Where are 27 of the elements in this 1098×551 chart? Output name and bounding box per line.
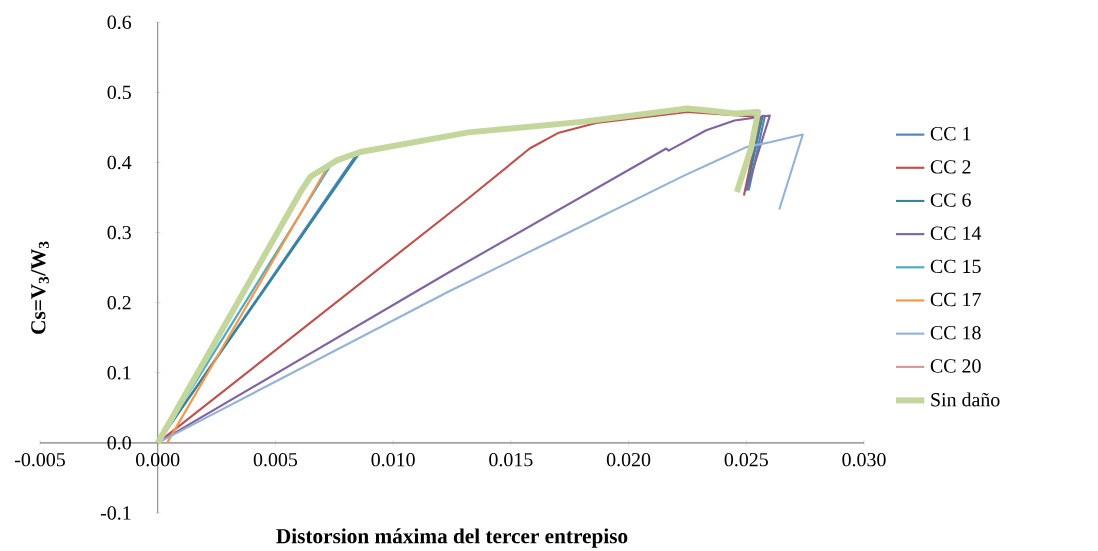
y-tick-label: -0.1	[100, 506, 131, 520]
y-tick-label: 0.5	[107, 85, 131, 100]
x-tick-label: 0.000	[136, 452, 180, 467]
legend-label: CC 17	[930, 292, 981, 307]
y-tick-label: 0.2	[107, 295, 131, 310]
y-tick-label: 0.3	[107, 225, 131, 240]
legend-label: CC 14	[930, 226, 982, 240]
y-tick-label: 0.4	[107, 155, 132, 170]
x-tick-label: 0.025	[724, 452, 768, 467]
legend-label: Sin daño	[931, 392, 1000, 407]
x-tick-label: 0.015	[489, 452, 533, 467]
legend-label: CC 20	[930, 359, 981, 373]
legend-label: CC 18	[930, 326, 981, 340]
x-tick-label: 0.020	[606, 452, 651, 467]
legend-label: CC 2	[930, 160, 971, 174]
legend-label: CC 15	[930, 259, 981, 274]
x-tick-label: 0.010	[371, 452, 415, 467]
x-tick-label: -0.005	[15, 452, 65, 467]
legend-label: CC 6	[930, 193, 971, 207]
y-tick-label: 0.6	[107, 15, 132, 30]
legend-label: CC 1	[930, 127, 971, 141]
y-tick-label: 0.0	[107, 436, 131, 450]
y-axis-title: Cs=V$_{3}$/W$_{3}$	[31, 241, 49, 334]
x-tick-label: 0.005	[253, 452, 298, 467]
y-tick-label: 0.1	[107, 366, 131, 380]
x-tick-label: 0.030	[842, 452, 886, 467]
x-axis-title: Distorsion máxima del tercer entrepiso	[276, 528, 628, 548]
